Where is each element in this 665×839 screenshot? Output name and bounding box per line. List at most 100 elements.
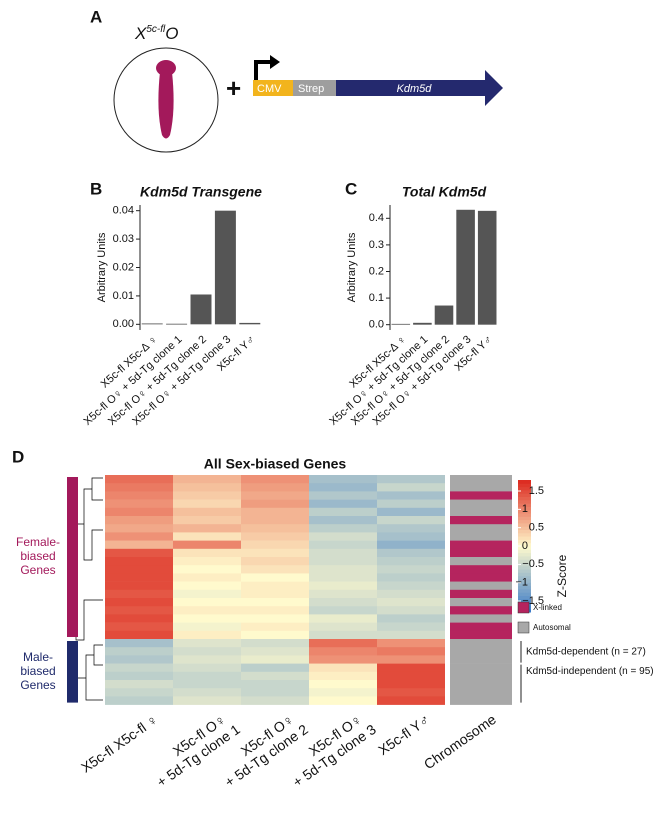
heatmap-cell (309, 688, 377, 697)
colorbar-step (518, 529, 531, 534)
heatmap-cell (173, 573, 241, 582)
heatmap-cell (377, 614, 445, 623)
heatmap-cell (105, 680, 173, 689)
heatmap-cell (105, 548, 173, 558)
heatmap-cell (241, 548, 309, 558)
heatmap-cell (309, 671, 377, 681)
legend-label: Autosomal (533, 623, 571, 632)
strep-box (293, 80, 336, 96)
heatmap-cell (377, 499, 445, 509)
heatmap-cell (377, 540, 445, 550)
heatmap-cell (241, 499, 309, 509)
heatmap-cell (309, 581, 377, 591)
bar (239, 322, 261, 325)
promoter-arrow (254, 60, 272, 80)
colorbar-step (518, 562, 531, 567)
heatmap-cell (173, 606, 241, 615)
colorbar-step (518, 486, 531, 491)
heatmap-cell (105, 688, 173, 697)
heatmap-cell (309, 639, 377, 648)
colorbar-step (518, 598, 531, 603)
colorbar-tick-label: 0 (522, 540, 528, 552)
heatmap-cell (105, 557, 173, 566)
heatmap-cell (377, 606, 445, 615)
bar (141, 323, 163, 325)
heatmap-cell (309, 647, 377, 656)
heatmap-cell (173, 598, 241, 607)
colorbar-tick-label: 0.5 (529, 522, 544, 534)
heatmap-cell (309, 589, 377, 599)
heatmap-cell (241, 639, 309, 648)
heatmap-cell (241, 491, 309, 500)
colorbar-step (518, 532, 531, 537)
heatmap-cell (377, 507, 445, 517)
bar (477, 210, 497, 325)
heatmap-cell (105, 696, 173, 705)
group-bar (67, 477, 78, 637)
heatmap-cell (105, 663, 173, 673)
heatmap-cell (173, 475, 241, 484)
chromosome-cell (450, 532, 512, 541)
dendrogram (72, 477, 103, 701)
construct-label: Kdm5d (397, 83, 433, 95)
heatmap-cell (105, 581, 173, 591)
colorbar-step (518, 503, 531, 507)
heatmap-cell (309, 630, 377, 640)
group-label: Genes (20, 678, 55, 692)
heatmap-cell (173, 663, 241, 673)
x-tick-label: X5c-fl O♀ + 5d-Tg clone 2 (106, 333, 209, 427)
colorbar-tick-label: −1 (515, 577, 528, 589)
heatmap-cell (377, 565, 445, 574)
heatmap-cell (309, 622, 377, 632)
heatmap-cell (173, 622, 241, 632)
heatmap-cell (309, 557, 377, 566)
colorbar-label: Z-Score (555, 554, 569, 597)
colorbar-step (518, 513, 531, 517)
group-label: Genes (20, 563, 55, 577)
heatmap-cell (309, 614, 377, 623)
heatmap-cell (241, 589, 309, 599)
y-tick-label: 0.02 (113, 261, 134, 273)
chromosome-cell (450, 647, 512, 656)
heatmap-cell (105, 639, 173, 648)
heatmap-cell (241, 671, 309, 681)
chromosome-cell (450, 507, 512, 517)
construct-label: Strep (298, 83, 324, 95)
chart-title: Kdm5d Transgene (140, 184, 262, 200)
bar (413, 322, 432, 325)
heatmap-cell (173, 655, 241, 664)
heatmap-cell (309, 499, 377, 509)
colorbar-step (518, 579, 531, 583)
heatmap-cell (105, 499, 173, 509)
heatmap-cell (377, 573, 445, 582)
chromosome-cell (450, 491, 512, 500)
chromosome-cell (450, 630, 512, 640)
heatmap-cell (377, 622, 445, 632)
heatmap-cell (309, 680, 377, 689)
heatmap-cell (309, 475, 377, 484)
heatmap-cell (377, 680, 445, 689)
construct-label: CMV (257, 83, 282, 95)
chromosome-cell (450, 475, 512, 484)
heatmap-cell (377, 524, 445, 533)
heatmap-cell (241, 581, 309, 591)
heatmap-cell (105, 614, 173, 623)
heatmap-cell (105, 507, 173, 517)
colorbar-step (518, 536, 531, 540)
panel-label: C (345, 179, 357, 198)
heatmap-cell (377, 589, 445, 599)
heatmap-cell (173, 696, 241, 705)
group-label: Female- (16, 535, 60, 549)
chromosome-cell (450, 663, 512, 673)
colorbar-step (518, 509, 531, 514)
chromosome-cell (450, 565, 512, 574)
heatmap-cell (173, 671, 241, 681)
heatmap-cell (377, 483, 445, 492)
heatmap-cell (105, 589, 173, 599)
heatmap-cell (105, 598, 173, 607)
colorbar-step (518, 506, 531, 511)
y-tick-label: 0.00 (113, 318, 134, 330)
annotation: Kdm5d-independent (n = 95) (526, 666, 654, 677)
chromosome-cell (450, 671, 512, 681)
heatmap-cell (309, 524, 377, 533)
